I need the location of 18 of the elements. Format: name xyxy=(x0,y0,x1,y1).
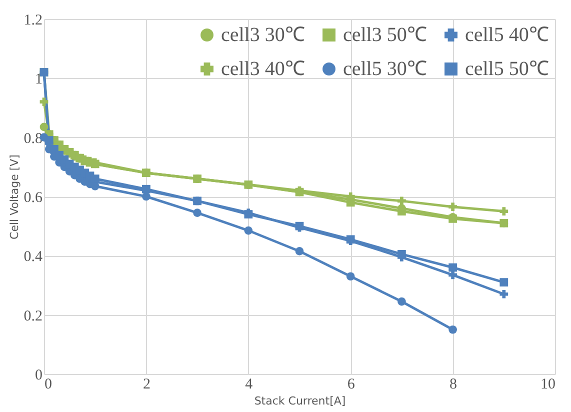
legend-label: cell5 40℃ xyxy=(465,24,549,46)
x-tick-label: 10 xyxy=(540,376,556,392)
y-tick-label: 0.4 xyxy=(24,249,43,266)
legend-label: cell3 30℃ xyxy=(221,24,305,46)
legend-label: cell3 40℃ xyxy=(221,58,305,80)
legend-label: cell5 30℃ xyxy=(343,58,427,80)
y-tick-label: 0.6 xyxy=(24,190,43,206)
legend-label: cell5 50℃ xyxy=(465,58,549,80)
legend-label: cell3 50℃ xyxy=(343,24,427,46)
y-tick-label: 1.2 xyxy=(24,12,42,28)
x-tick-label: 2 xyxy=(142,376,150,392)
y-tick-label: 0.2 xyxy=(24,308,42,324)
x-axis-title: Stack Current[A] xyxy=(254,394,346,408)
x-tick-label: 6 xyxy=(347,376,356,392)
x-tick-label: 8 xyxy=(450,376,458,392)
y-axis-title: Cell Voltage [V] xyxy=(8,154,21,240)
y-tick-label: 1 xyxy=(35,72,42,88)
x-tick-label: 4 xyxy=(245,376,254,392)
